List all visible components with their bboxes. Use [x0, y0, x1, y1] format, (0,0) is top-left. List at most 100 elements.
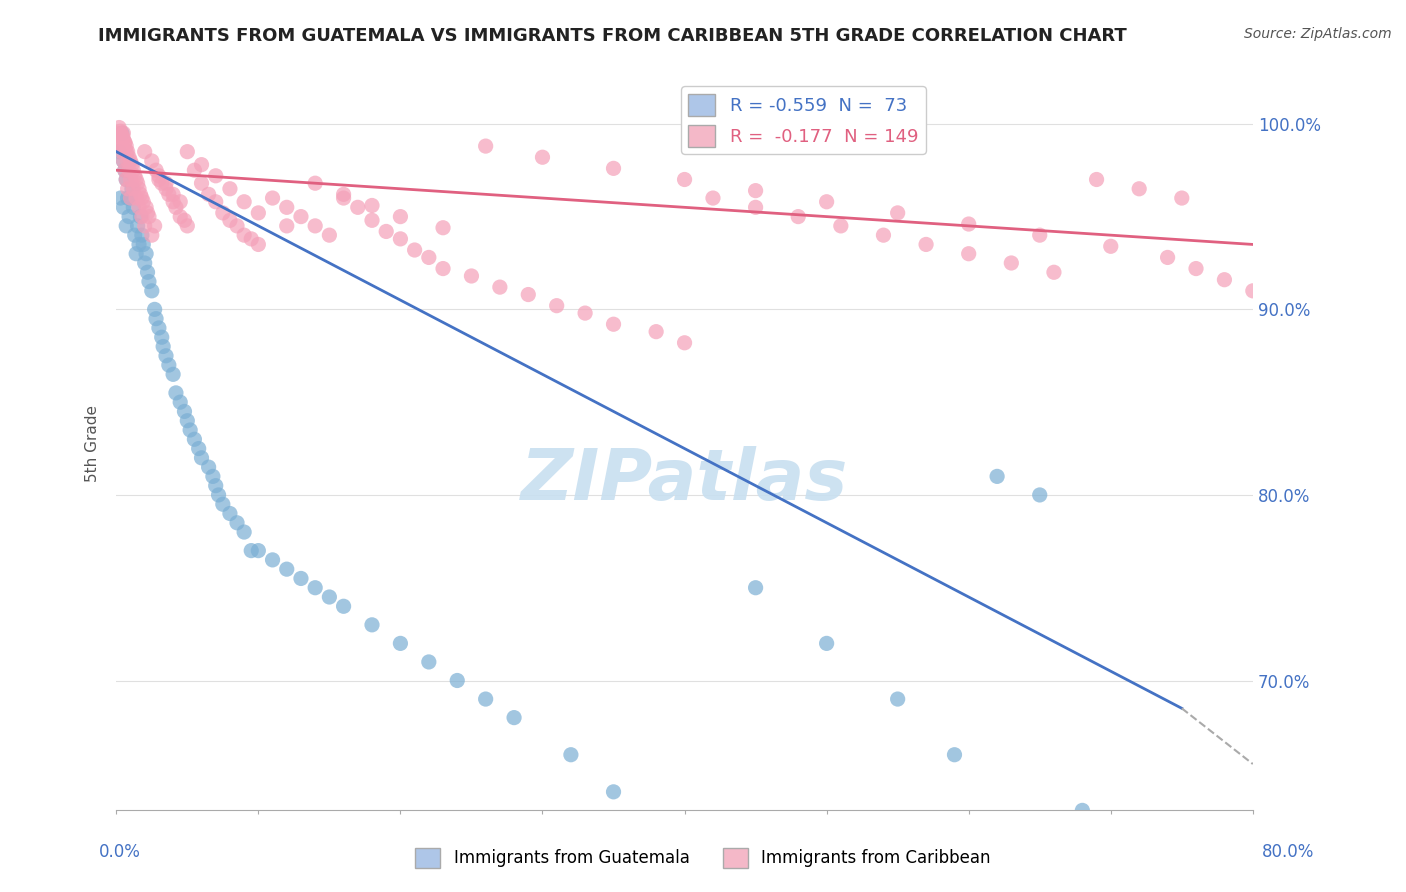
Point: [1071, 804, 1094, 818]
Point: [117, 182, 139, 196]
Point: [112, 153, 135, 168]
Point: [986, 469, 1008, 483]
Point: [118, 163, 141, 178]
Point: [176, 414, 198, 428]
Point: [118, 150, 141, 164]
Point: [1213, 273, 1236, 287]
Text: Source: ZipAtlas.com: Source: ZipAtlas.com: [1244, 27, 1392, 41]
Point: [162, 187, 184, 202]
Point: [1085, 172, 1108, 186]
Point: [134, 219, 156, 233]
Point: [124, 169, 146, 183]
Point: [157, 187, 180, 202]
Point: [115, 219, 138, 233]
Point: [111, 128, 134, 142]
Point: [135, 246, 157, 260]
Point: [886, 692, 908, 706]
Point: [207, 488, 229, 502]
Point: [145, 311, 167, 326]
Point: [233, 194, 256, 209]
Legend: R = -0.559  N =  73, R =  -0.177  N = 149: R = -0.559 N = 73, R = -0.177 N = 149: [681, 87, 925, 154]
Point: [247, 237, 270, 252]
Point: [211, 497, 233, 511]
Point: [290, 571, 312, 585]
Point: [155, 349, 177, 363]
Point: [460, 268, 482, 283]
Point: [110, 124, 132, 138]
Point: [262, 191, 284, 205]
Point: [318, 228, 340, 243]
Point: [124, 228, 146, 243]
Point: [155, 176, 177, 190]
Point: [346, 200, 368, 214]
Point: [138, 275, 160, 289]
Point: [1028, 488, 1050, 502]
Point: [332, 187, 354, 202]
Point: [111, 126, 134, 140]
Point: [673, 172, 696, 186]
Point: [1156, 251, 1178, 265]
Point: [276, 219, 298, 233]
Point: [148, 321, 170, 335]
Point: [1241, 284, 1264, 298]
Point: [531, 150, 554, 164]
Point: [389, 232, 412, 246]
Point: [155, 182, 177, 196]
Point: [233, 228, 256, 243]
Point: [361, 213, 384, 227]
Point: [115, 139, 138, 153]
Point: [114, 163, 136, 178]
Point: [117, 145, 139, 159]
Point: [131, 191, 153, 205]
Point: [111, 129, 134, 144]
Point: [957, 246, 980, 260]
Point: [361, 198, 384, 212]
Point: [176, 145, 198, 159]
Point: [744, 581, 766, 595]
Point: [815, 194, 838, 209]
Point: [446, 673, 468, 688]
Point: [290, 210, 312, 224]
Point: [943, 747, 966, 762]
Point: [121, 158, 143, 172]
Point: [131, 210, 153, 224]
Point: [474, 139, 496, 153]
Point: [120, 172, 142, 186]
Point: [201, 469, 224, 483]
Point: [204, 169, 226, 183]
Point: [1327, 328, 1350, 343]
Point: [169, 210, 191, 224]
Point: [197, 460, 219, 475]
Point: [118, 210, 141, 224]
Point: [190, 450, 212, 465]
Point: [361, 617, 384, 632]
Point: [830, 219, 852, 233]
Point: [1128, 182, 1150, 196]
Point: [1298, 306, 1320, 320]
Point: [404, 243, 426, 257]
Point: [111, 145, 134, 159]
Point: [112, 131, 135, 145]
Point: [183, 432, 205, 446]
Point: [389, 210, 412, 224]
Point: [219, 213, 242, 227]
Point: [318, 590, 340, 604]
Point: [120, 153, 142, 168]
Point: [744, 200, 766, 214]
Point: [131, 228, 153, 243]
Point: [1185, 261, 1208, 276]
Point: [886, 206, 908, 220]
Legend: Immigrants from Guatemala, Immigrants from Caribbean: Immigrants from Guatemala, Immigrants fr…: [409, 841, 997, 875]
Point: [744, 184, 766, 198]
Point: [173, 404, 195, 418]
Point: [226, 516, 249, 530]
Point: [474, 692, 496, 706]
Text: 80.0%: 80.0%: [1263, 843, 1315, 861]
Point: [122, 163, 145, 178]
Point: [165, 385, 187, 400]
Point: [247, 206, 270, 220]
Point: [560, 747, 582, 762]
Point: [332, 599, 354, 614]
Point: [114, 163, 136, 178]
Point: [1270, 295, 1292, 310]
